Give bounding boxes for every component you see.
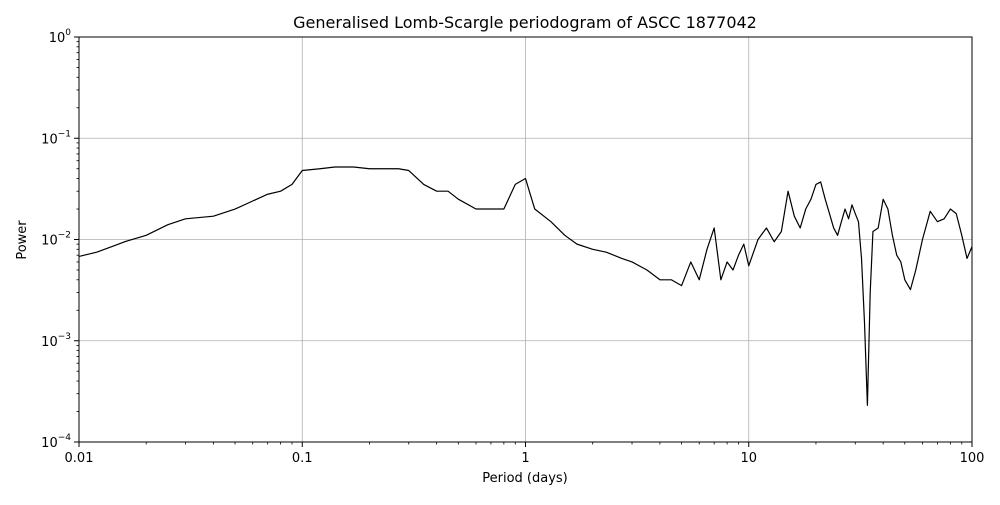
chart-title: Generalised Lomb-Scargle periodogram of … (293, 13, 757, 32)
y-tick-label: 10−1 (41, 129, 71, 147)
x-axis-label: Period (days) (482, 471, 568, 486)
plot-area (79, 166, 972, 406)
x-tick-label: 1 (521, 451, 529, 466)
x-tick-label: 10 (740, 451, 757, 466)
periodogram-series-line (79, 166, 972, 406)
x-tick-label: 100 (960, 451, 985, 466)
x-tick-label: 0.1 (292, 451, 313, 466)
y-axis-label: Power (15, 220, 30, 260)
y-tick-label: 10−4 (41, 433, 71, 451)
y-tick-label: 100 (49, 28, 72, 46)
tick-layer: 0.01 0.1 1 10 100 100 10−1 10−2 10−3 10−4 (41, 28, 984, 466)
series-layer (79, 166, 972, 406)
y-tick-label: 10−2 (41, 231, 71, 249)
x-tick-label: 0.01 (65, 451, 94, 466)
y-tick-label: 10−3 (41, 332, 71, 350)
